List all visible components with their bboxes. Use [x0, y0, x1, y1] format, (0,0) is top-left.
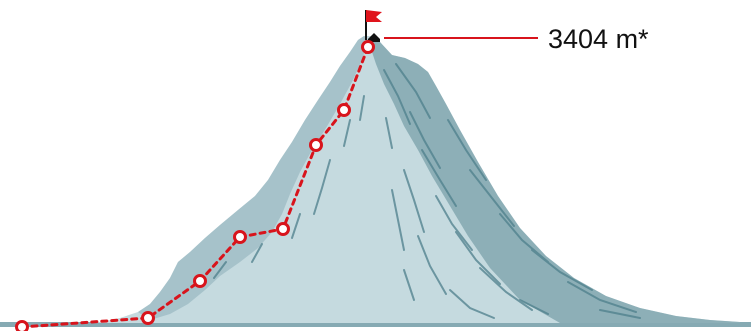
mountain-ridge-shade [138, 36, 368, 320]
waypoint-marker [309, 138, 323, 152]
rock-texture [213, 63, 641, 319]
waypoint-marker [15, 320, 29, 331]
waypoint-marker [276, 222, 290, 236]
summit-elevation-label: 3404 m* [548, 24, 649, 54]
summit-flag-icon [365, 10, 382, 40]
waypoint-marker [193, 274, 207, 288]
route-waypoints [15, 40, 375, 331]
waypoint-marker [141, 311, 155, 325]
waypoint-marker [337, 103, 351, 117]
ground-line [0, 322, 751, 327]
summit-hut-icon [368, 33, 380, 42]
waypoint-marker [233, 230, 247, 244]
climbing-route-line [20, 45, 370, 329]
waypoint-marker [361, 40, 375, 54]
mountain-silhouette [95, 36, 740, 323]
